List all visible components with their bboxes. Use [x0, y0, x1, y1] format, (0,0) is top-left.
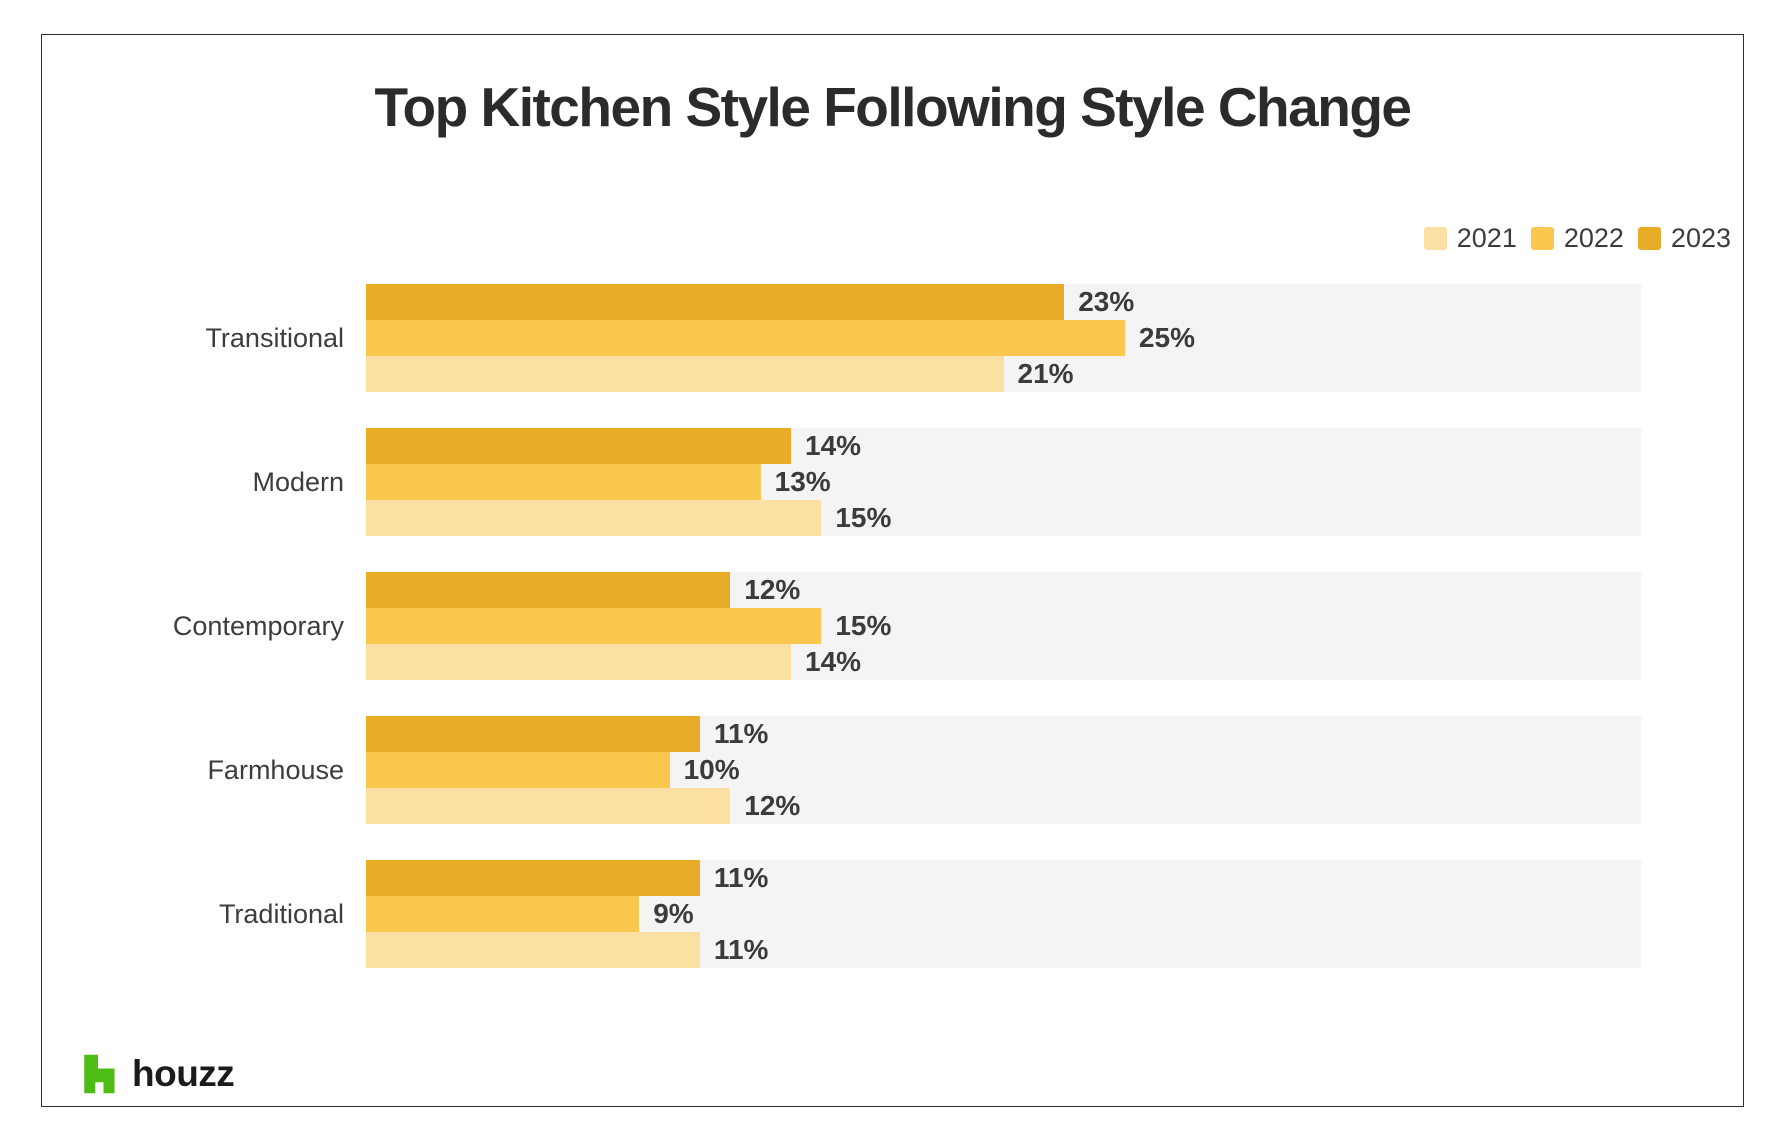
category-label: Transitional [205, 322, 344, 353]
bar-value-label: 12% [744, 790, 801, 821]
houzz-h-icon [84, 1054, 115, 1094]
bar-2023 [366, 572, 731, 608]
bar-line: 23% [366, 284, 1641, 320]
bar-2021 [366, 644, 791, 680]
bar-value-label: 21% [1017, 358, 1074, 389]
chart-row: Traditional 11% 9% 11% [42, 860, 1743, 968]
brand-footer: houzz [76, 1052, 235, 1096]
bar-2023 [366, 860, 700, 896]
bar-value-label: 11% [713, 862, 769, 893]
category-label: Modern [252, 466, 344, 497]
bar-2021 [366, 788, 731, 824]
bar-2021 [366, 356, 1004, 392]
legend-swatch [1637, 227, 1661, 250]
brand-wordmark: houzz [132, 1053, 235, 1094]
bar-value-label: 11% [713, 718, 769, 749]
bar-track: 23% 25% 21% [366, 284, 1641, 392]
bar-line: 14% [366, 428, 1641, 464]
bar-value-label: 23% [1078, 286, 1135, 317]
legend-swatch [1423, 227, 1447, 250]
legend-label: 2021 [1456, 223, 1517, 253]
chart-card: Top Kitchen Style Following Style Change… [41, 34, 1744, 1107]
category-label: Traditional [218, 898, 344, 929]
chart-row: Farmhouse 11% 10% 12% [42, 716, 1743, 824]
bar-2022 [366, 464, 761, 500]
chart-row: Contemporary 12% 15% 14% [42, 572, 1743, 680]
bar-line: 21% [366, 356, 1641, 392]
bar-2021 [366, 932, 700, 968]
legend-label: 2022 [1563, 223, 1624, 253]
bar-line: 15% [366, 500, 1641, 536]
bar-line: 15% [366, 608, 1641, 644]
chart-rows: Transitional 23% 25% 21% Modern 14% 13% 15% … [42, 284, 1743, 968]
legend-label: 2023 [1670, 223, 1731, 253]
chart-title: Top Kitchen Style Following Style Change [374, 76, 1413, 138]
bar-line: 13% [366, 464, 1641, 500]
bar-line: 9% [366, 896, 1641, 932]
bar-line: 12% [366, 572, 1641, 608]
bar-line: 11% [366, 716, 1641, 752]
bar-value-label: 9% [653, 898, 694, 929]
bar-value-label: 10% [683, 754, 740, 785]
bar-line: 12% [366, 788, 1641, 824]
bar-value-label: 15% [835, 610, 892, 641]
bar-track: 11% 10% 12% [366, 716, 1641, 824]
bar-track: 14% 13% 15% [366, 428, 1641, 536]
bar-2022 [366, 896, 640, 932]
bar-value-label: 25% [1138, 322, 1195, 353]
bar-value-label: 13% [774, 466, 831, 497]
bar-value-label: 14% [805, 646, 862, 677]
bar-line: 10% [366, 752, 1641, 788]
legend-item-2022: 2022 [1530, 223, 1624, 254]
bar-2022 [366, 608, 822, 644]
legend-swatch [1530, 227, 1554, 250]
chart-row: Transitional 23% 25% 21% [42, 284, 1743, 392]
houzz-h-icon-path [84, 1054, 115, 1094]
bar-track: 12% 15% 14% [366, 572, 1641, 680]
chart-row: Modern 14% 13% 15% [42, 428, 1743, 536]
category-label: Farmhouse [207, 754, 344, 785]
bar-2022 [366, 320, 1125, 356]
bar-line: 25% [366, 320, 1641, 356]
bar-value-label: 11% [713, 934, 769, 965]
bar-chart: Transitional 23% 25% 21% Modern 14% 13% 15% … [42, 284, 1743, 968]
bar-2021 [366, 500, 822, 536]
category-label: Contemporary [172, 610, 344, 641]
legend-item-2023: 2023 [1637, 223, 1731, 254]
bar-line: 11% [366, 860, 1641, 896]
bar-2023 [366, 428, 791, 464]
bar-value-label: 14% [805, 430, 862, 461]
bar-track: 11% 9% 11% [366, 860, 1641, 968]
bar-2023 [366, 716, 700, 752]
bar-value-label: 12% [744, 574, 801, 605]
bar-line: 11% [366, 932, 1641, 968]
bar-line: 14% [366, 644, 1641, 680]
legend-item-2021: 2021 [1423, 223, 1517, 254]
bar-2022 [366, 752, 670, 788]
legend: 2021 2022 2023 [1423, 223, 1731, 254]
bar-2023 [366, 284, 1065, 320]
bar-value-label: 15% [835, 502, 892, 533]
